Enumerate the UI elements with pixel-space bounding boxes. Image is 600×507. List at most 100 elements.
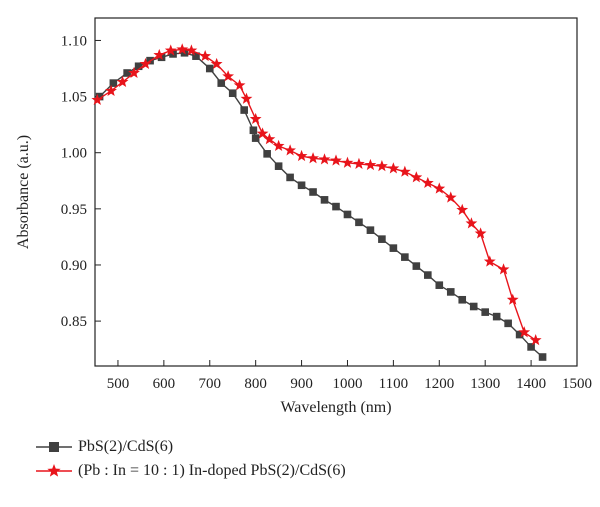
data-point [378,235,386,243]
data-point [444,191,457,203]
x-tick-label: 1300 [470,376,500,392]
data-point [389,244,398,252]
data-point [465,217,478,229]
data-point [410,171,423,183]
data-point [364,158,377,171]
data-point [412,262,421,270]
data-point [222,70,235,82]
y-tick-label: 1.00 [61,146,87,162]
data-point [529,333,542,346]
data-point [233,79,246,91]
x-tick-label: 1100 [379,376,408,392]
x-tick-label: 500 [107,376,130,392]
data-point [153,48,166,61]
x-tick-label: 1400 [516,376,546,392]
legend-label-series-2: (Pb : In = 10 : 1) In-doped PbS(2)/CdS(6… [78,462,346,479]
data-point [251,134,260,142]
data-point [263,150,271,158]
data-point [176,43,189,55]
x-tick-label: 1000 [332,376,362,392]
data-point [398,165,411,177]
data-point [249,112,262,125]
data-point [199,49,212,62]
data-point [240,106,248,114]
data-point [134,62,143,71]
data-point [256,127,269,139]
data-point [217,79,226,87]
data-point [435,281,444,289]
data-point [228,89,237,98]
y-axis-label: Absorbance (a.u.) [15,135,32,249]
chart: 500 600 700 800 900 1000 1100 1200 1300 1400 1500 … [15,17,592,416]
data-point [128,66,140,79]
plot-area: 500 600 700 800 900 1000 1100 1200 1300 1400 1500 … [61,17,592,392]
data-point [456,203,469,215]
legend-item-series-2: (Pb : In = 10 : 1) In-doped PbS(2)/CdS(6… [36,459,346,483]
data-point [387,162,400,174]
data-point [492,312,501,321]
data-point [341,156,354,168]
data-point [376,159,388,172]
data-point [164,44,177,56]
series-line [99,52,544,358]
y-tick-label: 1.05 [61,90,87,106]
legend-swatch-star-icon [36,464,72,477]
data-point [330,154,342,166]
series-layer [91,43,547,361]
data-point [538,353,547,361]
legend: PbS(2)/CdS(6) (Pb : In = 10 : 1) In-dope… [36,435,346,483]
y-tick-label: 0.90 [61,258,87,274]
data-point [424,271,432,279]
data-point [469,302,478,311]
x-axis-ticks: 500 600 700 800 900 1000 1100 1200 1300 1400 1500 [107,360,592,392]
data-point [210,57,223,70]
data-point [504,319,512,328]
y-axis-ticks: 0.85 0.90 0.95 1.00 1.05 1.10 [61,33,101,330]
data-point [307,152,319,164]
data-point [205,64,214,73]
data-point [284,144,296,156]
y-tick-label: 1.10 [61,33,87,49]
x-tick-label: 1500 [562,376,592,392]
data-point [355,218,363,227]
legend-swatch-square-icon [36,442,72,452]
legend-item-series-1: PbS(2)/CdS(6) [36,435,346,459]
data-point [95,92,104,101]
data-point [458,295,467,304]
data-point [192,52,200,60]
plot-frame [94,17,578,367]
data-point [309,188,317,196]
data-point [185,44,198,56]
data-point [481,308,489,316]
data-point [421,176,434,189]
data-point [240,92,253,104]
data-point [318,153,331,165]
x-tick-label: 800 [244,376,267,392]
data-point [116,75,129,87]
data-point [123,69,131,77]
y-tick-label: 0.95 [61,202,87,218]
data-point [139,57,152,70]
x-tick-label: 1200 [424,376,454,392]
series-2 [91,43,542,346]
data-point [343,210,352,219]
data-point [515,330,524,339]
data-point [527,343,535,351]
data-point [274,162,283,170]
x-tick-label: 700 [199,376,222,392]
data-point [249,126,258,135]
data-point [263,133,276,145]
x-tick-label: 600 [153,376,176,392]
data-point [297,181,306,190]
data-point [105,84,117,96]
data-point [286,173,294,182]
data-point [332,202,340,211]
data-point [320,196,329,204]
x-axis-label: Wavelength (nm) [280,399,391,416]
data-point [483,255,496,267]
data-point [446,288,455,296]
data-point [474,227,487,239]
data-point [506,293,519,305]
data-point [518,326,531,338]
y-tick-label: 0.85 [61,314,87,330]
